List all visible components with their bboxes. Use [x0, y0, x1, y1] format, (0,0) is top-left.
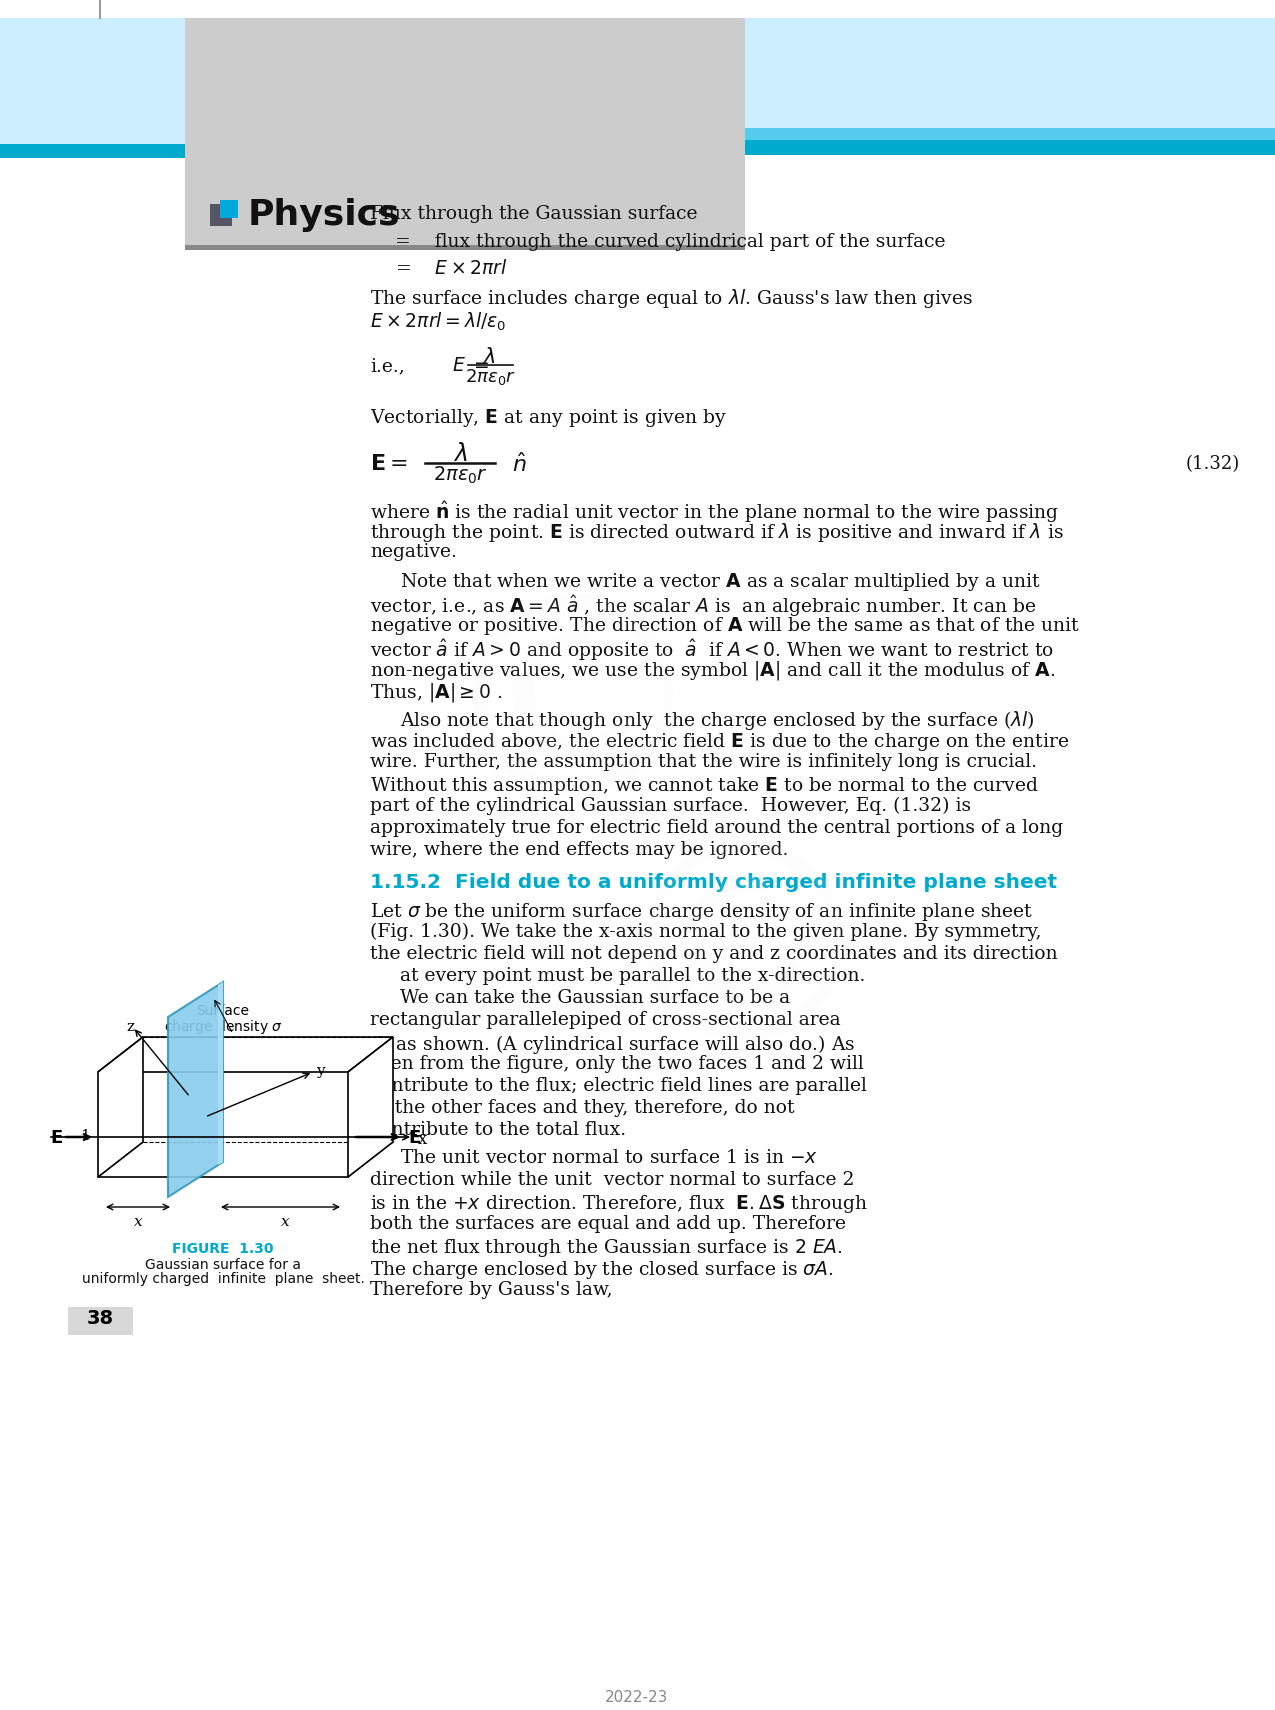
Text: Vectorially, $\mathbf{E}$ at any point is given by: Vectorially, $\mathbf{E}$ at any point i…	[370, 407, 727, 429]
Text: 1: 1	[80, 1129, 89, 1142]
Text: =    $E \times 2\pi rl$: = $E \times 2\pi rl$	[395, 258, 507, 279]
Text: $\hat{n}$: $\hat{n}$	[513, 453, 527, 477]
Text: x: x	[418, 1130, 427, 1147]
Polygon shape	[348, 1036, 393, 1176]
Text: the electric field will not depend on y and z coordinates and its direction: the electric field will not depend on y …	[370, 946, 1058, 963]
Bar	[0, 19, 370, 156]
Text: Thus, $|\mathbf{A}| \geq 0$ .: Thus, $|\mathbf{A}| \geq 0$ .	[370, 681, 502, 705]
Text: contribute to the flux; electric field lines are parallel: contribute to the flux; electric field l…	[370, 1077, 867, 1094]
Text: $\mathbf{E} =$: $\mathbf{E} =$	[370, 453, 408, 475]
Text: (1.32): (1.32)	[1186, 455, 1241, 474]
Text: $\mathbf{E}$: $\mathbf{E}$	[50, 1129, 62, 1147]
Text: through the point. $\mathbf{E}$ is directed outward if $\lambda$ is positive and: through the point. $\mathbf{E}$ is direc…	[370, 522, 1063, 544]
Text: 2: 2	[366, 1129, 376, 1142]
Text: where $\hat{\mathbf{n}}$ is the radial unit vector in the plane normal to the wi: where $\hat{\mathbf{n}}$ is the radial u…	[370, 499, 1060, 525]
Text: We can take the Gaussian surface to be a: We can take the Gaussian surface to be a	[400, 988, 790, 1007]
Text: ©: ©	[574, 776, 927, 1125]
Text: to the other faces and they, therefore, do not: to the other faces and they, therefore, …	[370, 1100, 794, 1117]
Text: x: x	[134, 1216, 143, 1229]
Text: vector, i.e., as $\mathbf{A} = A\ \hat{a}$ , the scalar $A$ is  an algebraic num: vector, i.e., as $\mathbf{A} = A\ \hat{a…	[370, 593, 1037, 619]
Text: non-negative values, we use the symbol $|\mathbf{A}|$ and call it the modulus of: non-negative values, we use the symbol $…	[370, 658, 1056, 682]
Text: the net flux through the Gaussian surface is $2\ EA$.: the net flux through the Gaussian surfac…	[370, 1236, 843, 1259]
Text: z: z	[126, 1019, 134, 1035]
Text: Flux through the Gaussian surface: Flux through the Gaussian surface	[370, 205, 697, 222]
Text: $2\pi\varepsilon_0 r$: $2\pi\varepsilon_0 r$	[432, 465, 487, 486]
Text: uniformly charged  infinite  plane  sheet.: uniformly charged infinite plane sheet.	[82, 1272, 365, 1286]
Text: $\lambda$: $\lambda$	[483, 347, 496, 368]
Bar	[221, 200, 238, 217]
Polygon shape	[98, 1036, 393, 1072]
Text: $A$, as shown. (A cylindrical surface will also do.) As: $A$, as shown. (A cylindrical surface wi…	[370, 1033, 856, 1057]
Text: seen from the figure, only the two faces 1 and 2 will: seen from the figure, only the two faces…	[370, 1055, 863, 1072]
Text: x: x	[280, 1216, 289, 1229]
Text: The surface includes charge equal to $\lambda l$. Gauss's law then gives: The surface includes charge equal to $\l…	[370, 287, 973, 310]
Text: negative.: negative.	[370, 544, 456, 561]
Text: Let $\sigma$ be the uniform surface charge density of an infinite plane sheet: Let $\sigma$ be the uniform surface char…	[370, 901, 1033, 923]
Text: (Fig. 1.30). We take the x-axis normal to the given plane. By symmetry,: (Fig. 1.30). We take the x-axis normal t…	[370, 923, 1042, 941]
Text: Without this assumption, we cannot take $\mathbf{E}$ to be normal to the curved: Without this assumption, we cannot take …	[370, 775, 1039, 797]
Text: direction while the unit  vector normal to surface 2: direction while the unit vector normal t…	[370, 1171, 854, 1188]
Text: 38: 38	[87, 1308, 113, 1329]
Bar	[370, 128, 1275, 140]
Text: at every point must be parallel to the x-direction.: at every point must be parallel to the x…	[400, 966, 866, 985]
Text: i.e.,: i.e.,	[370, 357, 404, 374]
Bar	[68, 1306, 133, 1336]
Bar	[185, 19, 745, 248]
Text: part of the cylindrical Gaussian surface.  However, Eq. (1.32) is: part of the cylindrical Gaussian surface…	[370, 797, 972, 816]
Text: =    flux through the curved cylindrical part of the surface: = flux through the curved cylindrical pa…	[395, 233, 946, 251]
Text: $2\pi\varepsilon_0 r$: $2\pi\varepsilon_0 r$	[464, 368, 515, 386]
Text: 1.15.2  Field due to a uniformly charged infinite plane sheet: 1.15.2 Field due to a uniformly charged …	[370, 874, 1057, 893]
Text: Gaussian surface for a: Gaussian surface for a	[145, 1259, 301, 1272]
Text: 2022-23: 2022-23	[606, 1689, 668, 1705]
Text: charge density $\sigma$: charge density $\sigma$	[163, 1017, 282, 1036]
Polygon shape	[168, 982, 223, 1197]
Polygon shape	[98, 1036, 143, 1176]
Polygon shape	[218, 982, 223, 1165]
Text: $\lambda$: $\lambda$	[453, 443, 468, 467]
Text: wire, where the end effects may be ignored.: wire, where the end effects may be ignor…	[370, 841, 788, 858]
Text: rectangular parallelepiped of cross-sectional area: rectangular parallelepiped of cross-sect…	[370, 1011, 840, 1029]
Text: $E \times 2\pi rl = \lambda l/\varepsilon_0$: $E \times 2\pi rl = \lambda l/\varepsilo…	[370, 311, 506, 333]
Text: was included above, the electric field $\mathbf{E}$ is due to the charge on the : was included above, the electric field $…	[370, 730, 1070, 752]
Text: $\mathbf{E}$: $\mathbf{E}$	[408, 1129, 421, 1147]
Text: Surface: Surface	[196, 1004, 250, 1017]
Text: Physics: Physics	[249, 198, 400, 233]
Text: both the surfaces are equal and add up. Therefore: both the surfaces are equal and add up. …	[370, 1216, 847, 1233]
Text: negative or positive. The direction of $\mathbf{A}$ will be the same as that of : negative or positive. The direction of $…	[370, 616, 1080, 638]
Bar	[370, 19, 1275, 130]
Text: contribute to the total flux.: contribute to the total flux.	[370, 1122, 626, 1139]
Bar	[185, 245, 745, 250]
Text: Also note that though only  the charge enclosed by the surface ($\lambda l$): Also note that though only the charge en…	[400, 710, 1035, 732]
Text: ©: ©	[397, 518, 762, 881]
Text: FIGURE  1.30: FIGURE 1.30	[172, 1241, 274, 1257]
Text: approximately true for electric field around the central portions of a long: approximately true for electric field ar…	[370, 819, 1063, 836]
Text: The charge enclosed by the closed surface is $\sigma A$.: The charge enclosed by the closed surfac…	[370, 1259, 834, 1281]
Text: wire. Further, the assumption that the wire is infinitely long is crucial.: wire. Further, the assumption that the w…	[370, 752, 1037, 771]
Text: Note that when we write a vector $\mathbf{A}$ as a scalar multiplied by a unit: Note that when we write a vector $\mathb…	[400, 571, 1040, 593]
Text: The unit vector normal to surface 1 is in $-x$: The unit vector normal to surface 1 is i…	[400, 1149, 819, 1166]
Text: y: y	[316, 1064, 325, 1077]
Text: Therefore by Gauss's law,: Therefore by Gauss's law,	[370, 1281, 612, 1300]
Text: vector $\hat{a}$ if $A > 0$ and opposite to  $\hat{a}$  if $A < 0$. When we want: vector $\hat{a}$ if $A > 0$ and opposite…	[370, 638, 1054, 663]
Text: $E\ =$: $E\ =$	[453, 357, 490, 374]
Bar	[210, 203, 232, 226]
Bar	[370, 140, 1275, 156]
Text: is in the $+x$ direction. Therefore, flux  $\mathbf{E}.\Delta\mathbf{S}$ through: is in the $+x$ direction. Therefore, flu…	[370, 1194, 868, 1216]
Bar	[0, 144, 370, 157]
